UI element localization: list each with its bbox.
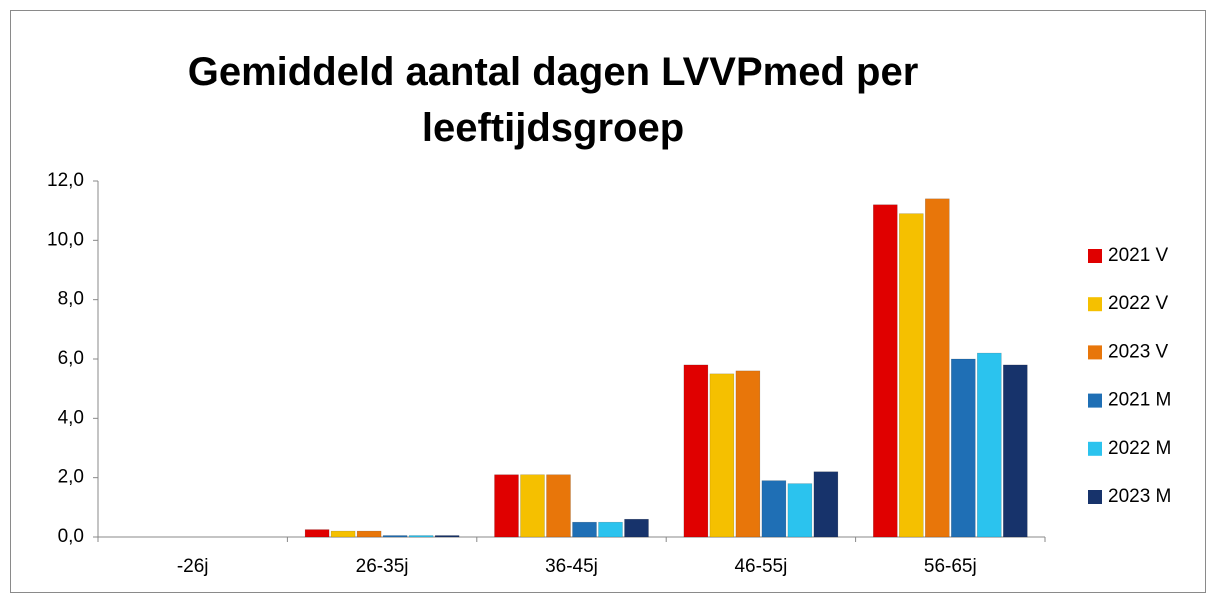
- y-tick-label: 12,0: [47, 170, 84, 191]
- legend-label: 2021 V: [1108, 245, 1169, 266]
- bar: [356, 530, 382, 538]
- bar: [977, 352, 1002, 538]
- bar: [813, 471, 839, 538]
- legend-swatch: [1088, 393, 1102, 408]
- bar: [761, 480, 787, 538]
- y-tick-label: 8,0: [58, 289, 84, 310]
- legend-label: 2021 M: [1108, 390, 1171, 411]
- bar: [735, 370, 761, 538]
- legend-swatch: [1088, 441, 1102, 456]
- bar: [683, 364, 709, 538]
- chart-frame: [10, 10, 1206, 593]
- bar: [925, 198, 950, 538]
- bar: [520, 474, 545, 538]
- bar: [304, 529, 330, 538]
- x-tick-label: 56-65j: [924, 556, 977, 577]
- bar: [899, 213, 924, 538]
- bar: [494, 474, 519, 538]
- bar: [382, 535, 408, 538]
- bar: [434, 535, 460, 538]
- y-tick-label: 10,0: [47, 229, 84, 250]
- bar: [546, 474, 571, 538]
- y-tick-label: 2,0: [58, 467, 84, 488]
- bar: [408, 535, 434, 538]
- bar: [624, 518, 649, 538]
- legend-label: 2022 M: [1108, 438, 1171, 459]
- x-tick-label: 26-35j: [356, 556, 409, 577]
- bar: [787, 483, 813, 538]
- bar: [330, 530, 356, 538]
- legend-swatch: [1088, 297, 1102, 312]
- legend-label: 2022 V: [1108, 293, 1169, 314]
- x-tick-label: 36-45j: [545, 556, 598, 577]
- bar: [709, 373, 735, 538]
- legend-label: 2023 M: [1108, 486, 1171, 507]
- legend-swatch: [1088, 249, 1102, 263]
- legend-label: 2023 V: [1108, 341, 1169, 362]
- bar: [951, 358, 976, 538]
- x-tick-label: -26j: [177, 556, 209, 577]
- bar: [598, 521, 623, 538]
- y-tick-label: 0,0: [58, 526, 84, 547]
- bar: [1003, 364, 1028, 538]
- y-tick-label: 4,0: [58, 407, 84, 428]
- x-tick-label: 46-55j: [734, 556, 787, 577]
- y-tick-label: 6,0: [58, 348, 84, 369]
- chart-title: Gemiddeld aantal dagen LVVPmed per leeft…: [187, 50, 919, 150]
- bar: [873, 204, 898, 538]
- legend-swatch: [1088, 345, 1102, 360]
- legend-swatch: [1088, 490, 1102, 504]
- bar: [572, 521, 597, 538]
